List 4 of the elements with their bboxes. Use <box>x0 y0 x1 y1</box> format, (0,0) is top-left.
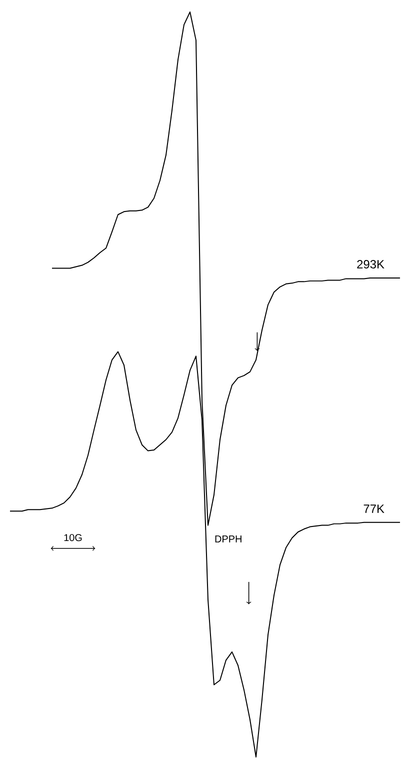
series-label: 77K <box>364 504 384 513</box>
annotation: DPPH <box>215 536 242 542</box>
series-label: 293K <box>357 260 384 268</box>
annotation: 10G <box>64 534 82 542</box>
